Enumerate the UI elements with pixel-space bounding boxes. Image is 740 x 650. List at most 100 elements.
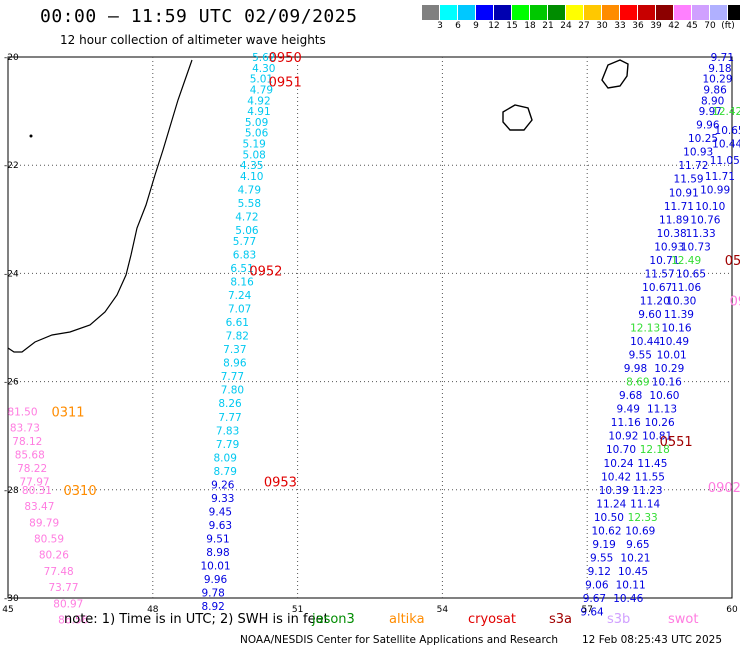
wave-height-observations: 5.624.305.014.794.924.915.095.065.195.08… <box>7 52 740 627</box>
pass-time-labels: 0950 0951 0952 0953 0311 0310 0550 0551 0902 09 <box>51 51 740 499</box>
wave-height-value: 9.45 <box>209 506 232 518</box>
wave-height-value: 5.06 <box>245 128 269 140</box>
scale-label: (ft) <box>721 21 735 31</box>
wave-height-value: 7.77 <box>218 412 241 424</box>
scale-swatch <box>422 5 440 20</box>
wave-height-value: 11.16 <box>611 417 641 429</box>
wave-height-value: 10.60 <box>649 390 679 402</box>
wave-height-value: 9.51 <box>206 533 229 545</box>
lat-tick-label: -20 <box>4 53 19 63</box>
wave-height-value: 80.26 <box>39 550 69 562</box>
wave-height-value: 7.82 <box>226 331 249 343</box>
wave-height-value: 7.07 <box>228 304 251 316</box>
wave-height-value: 11.14 <box>630 498 660 510</box>
wave-height-value: 9.19 <box>592 539 615 551</box>
wave-height-value: 11.71 <box>705 171 735 183</box>
wave-height-value: 10.46 <box>613 593 643 605</box>
scale-label: 36 <box>632 21 644 31</box>
wave-height-value: 78.12 <box>12 436 42 448</box>
pass-time-label: 0902 <box>708 481 740 496</box>
scale-swatch <box>530 5 548 20</box>
wave-height-value: 9.86 <box>703 84 727 96</box>
wave-height-value: 11.33 <box>686 228 716 240</box>
wave-height-value: 9.68 <box>619 390 642 402</box>
wave-height-value: 9.63 <box>209 520 232 532</box>
wave-height-value: 10.81 <box>642 431 672 443</box>
pass-time-label: 09 <box>730 294 740 309</box>
wave-height-value: 4.10 <box>240 171 263 183</box>
lat-tick-label: -24 <box>4 269 19 279</box>
wave-height-value: 7.79 <box>216 439 239 451</box>
wave-height-value: 10.10 <box>695 201 725 213</box>
scale-label: 3 <box>437 21 443 31</box>
pass-time-label: 0953 <box>264 476 297 491</box>
wave-height-value: 6.61 <box>226 317 249 329</box>
wave-height-value: 11.71 <box>664 201 694 213</box>
wave-height-value: 12.33 <box>628 512 658 524</box>
wave-height-value: 9.97 <box>699 106 722 118</box>
wave-height-value: 10.11 <box>616 579 646 591</box>
scale-swatch <box>710 5 728 20</box>
scale-label: 24 <box>560 21 572 31</box>
wave-height-value: 77.48 <box>44 566 74 578</box>
wave-height-value: 81.50 <box>7 406 37 418</box>
wave-height-value: 9.55 <box>590 552 613 564</box>
wave-height-value: 10.16 <box>661 323 691 335</box>
wave-height-value: 10.70 <box>606 444 636 456</box>
wave-height-color-scale <box>422 5 740 20</box>
pass-time-label: 0310 <box>64 484 97 499</box>
wave-height-value: 10.50 <box>594 512 624 524</box>
scale-swatch <box>692 5 710 20</box>
wave-height-value: 11.05 <box>710 155 740 167</box>
wave-height-value: 10.16 <box>652 377 682 389</box>
footer-note-bar: note: 1) Time is in UTC; 2) SWH is in fe… <box>0 612 740 630</box>
scale-swatch <box>602 5 620 20</box>
wave-height-value: 7.83 <box>216 425 239 437</box>
wave-height-value: 10.99 <box>700 185 730 197</box>
wave-height-value: 10.93 <box>654 241 684 253</box>
wave-height-value: 7.37 <box>223 344 246 356</box>
wave-height-value: 5.58 <box>238 198 261 210</box>
scale-label: 30 <box>596 21 608 31</box>
wave-height-value: 8.69 <box>626 377 649 389</box>
map-frame <box>7 56 733 599</box>
scale-swatch <box>638 5 656 20</box>
wave-height-value: 80.59 <box>34 533 64 545</box>
wave-height-value: 86.56 <box>58 615 88 627</box>
wave-height-value: 8.96 <box>223 358 247 370</box>
lon-tick-label: 45 <box>2 605 13 615</box>
wave-height-value: 73.77 <box>48 582 78 594</box>
wave-height-value: 10.69 <box>625 525 655 537</box>
scale-label: 6 <box>455 21 461 31</box>
lat-tick-label: -22 <box>4 161 19 171</box>
wave-height-value: 8.26 <box>218 398 242 410</box>
wave-height-value: 9.65 <box>626 539 649 551</box>
wave-height-value: 5.77 <box>233 236 256 248</box>
wave-height-value: 5.01 <box>250 74 273 86</box>
wave-height-value: 8.16 <box>230 277 254 289</box>
wave-height-value: 11.13 <box>647 404 677 416</box>
wave-height-value: 5.62 <box>252 52 275 64</box>
lat-tick-label: -28 <box>4 486 19 496</box>
wave-height-value: 11.59 <box>674 174 704 186</box>
scale-swatch <box>494 5 512 20</box>
wave-height-value: 10.49 <box>659 336 689 348</box>
lon-tick-label: 51 <box>292 605 303 615</box>
wave-height-value: 10.65 <box>676 268 706 280</box>
wave-height-value: 4.72 <box>235 212 258 224</box>
footer-note: note: 1) Time is in UTC; 2) SWH is in fe… <box>64 612 329 627</box>
wave-height-value: 12.18 <box>640 444 670 456</box>
wave-height-value: 10.44 <box>630 336 660 348</box>
wave-height-value: 10.73 <box>681 241 711 253</box>
scale-label: 45 <box>686 21 698 31</box>
scale-label: 21 <box>542 21 554 31</box>
scale-swatch <box>548 5 566 20</box>
scale-label: 39 <box>650 21 662 31</box>
wave-height-value: 89.79 <box>29 517 59 529</box>
scale-swatch <box>584 5 602 20</box>
wave-height-value: 8.09 <box>214 452 237 464</box>
wave-height-value: 9.64 <box>580 607 604 619</box>
map-grid <box>7 56 733 599</box>
